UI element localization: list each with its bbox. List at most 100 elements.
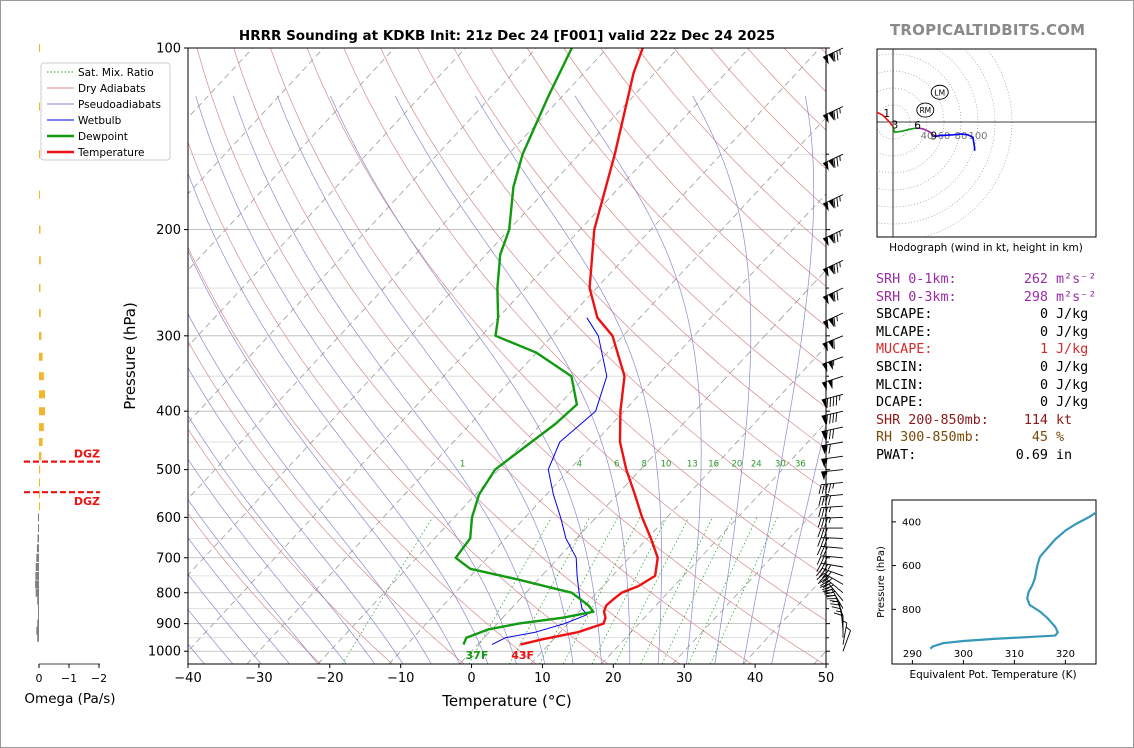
barb-half <box>839 196 841 202</box>
omega-bar <box>39 478 40 487</box>
barb-full <box>836 197 839 207</box>
omega-xlabel: Omega (Pa/s) <box>24 691 115 707</box>
barb-pennant <box>823 236 829 247</box>
dry-adiabat <box>563 48 826 327</box>
omega-bar <box>39 372 44 381</box>
barb-pennant <box>823 201 829 212</box>
barb-pennant <box>823 113 829 124</box>
dry-adiabat <box>233 48 752 664</box>
omega-bar <box>39 331 42 340</box>
mixing-ratio-line <box>468 517 552 664</box>
param-label: RH 300-850mb: <box>876 430 981 446</box>
isotherm-line <box>188 48 537 424</box>
barb-full <box>818 484 822 495</box>
param-row: SRH 0-3km: 298 m²s⁻² <box>876 289 1116 307</box>
omega-bar <box>37 633 39 642</box>
pseudoadiabat <box>574 95 702 664</box>
x-tick-label: −20 <box>316 671 343 686</box>
omega-bar <box>38 513 39 522</box>
omega-bar <box>39 190 40 199</box>
omega-bar <box>39 352 43 361</box>
dry-adiabat <box>188 428 393 664</box>
param-value: 0 <box>1039 359 1048 375</box>
hodograph-height-label: 1 <box>883 108 890 120</box>
omega-tick-label: 0 <box>36 672 43 685</box>
barb-full <box>816 573 825 581</box>
barb-pennant <box>828 234 835 244</box>
barb-full <box>816 568 823 577</box>
wind-barb <box>816 545 844 556</box>
barb-full <box>836 263 839 273</box>
param-row: MUCAPE: 1 J/kg <box>876 341 1116 359</box>
mixing-ratio-line <box>688 517 758 664</box>
wind-barb <box>816 567 844 580</box>
x-tick-label: 20 <box>605 671 622 686</box>
hodograph-segment <box>892 126 918 134</box>
dry-adiabat <box>490 48 826 408</box>
wind-barb <box>821 469 844 481</box>
param-row: DCAPE: 0 J/kg <box>876 394 1116 412</box>
barb-half <box>846 626 851 631</box>
param-row: MLCIN: 0 J/kg <box>876 377 1116 395</box>
pseudoadiabat <box>188 608 234 664</box>
barb-full <box>836 290 839 301</box>
barb-full <box>826 398 828 408</box>
wind-barb <box>817 578 844 594</box>
barb-full <box>833 264 836 275</box>
theta-e-y-tick-label: 600 <box>902 561 921 572</box>
barb-shaft <box>821 469 844 473</box>
barb-full <box>822 582 832 589</box>
pseudoadiabat <box>188 458 347 664</box>
omega-bar <box>39 502 40 511</box>
param-row: SBCIN: 0 J/kg <box>876 359 1116 377</box>
theta-e-x-tick-label: 310 <box>1005 649 1024 660</box>
barb-pennant <box>828 292 835 303</box>
x-tick-label: 10 <box>534 671 551 686</box>
omega-bar <box>37 619 39 628</box>
dry-adiabat <box>453 48 826 450</box>
param-value: 0 <box>1039 307 1048 323</box>
barb-pennant <box>822 381 827 391</box>
pseudoadiabat <box>188 573 262 664</box>
barb-shaft <box>821 562 844 568</box>
skewt-title: HRRR Sounding at KDKB Init: 21z Dec 24 [… <box>239 28 775 44</box>
skewt-legend: Sat. Mix. Ratio Dry Adiabats Pseudoadiabat… <box>40 62 171 161</box>
barb-pennant <box>828 158 835 169</box>
omega-bar <box>39 284 41 292</box>
dewpoint-line <box>454 48 595 646</box>
y-tick-label: 600 <box>156 511 181 526</box>
y-tick-label: 1000 <box>148 645 181 660</box>
barb-shaft <box>822 356 844 365</box>
wind-barb <box>833 612 844 638</box>
barb-full <box>820 580 829 587</box>
storm-motion-label: LM <box>934 88 945 97</box>
omega-bar <box>39 309 41 317</box>
hodograph-ring-label: 40 <box>921 131 934 142</box>
barb-half <box>839 49 841 55</box>
barb-full <box>824 458 828 468</box>
x-tick-label: 0 <box>467 671 475 686</box>
barb-pennant <box>822 342 828 352</box>
y-tick-label: 300 <box>156 329 181 344</box>
legend-label: Temperature <box>77 147 145 159</box>
mixing-ratio-label: 13 <box>687 460 698 470</box>
barb-shaft <box>821 555 844 559</box>
mixing-ratio-label: 20 <box>732 460 743 470</box>
barb-full <box>822 576 830 584</box>
barb-full <box>822 589 833 592</box>
param-unit: J/kg <box>1056 342 1089 358</box>
dry-adiabat <box>196 48 681 664</box>
barb-shaft <box>821 481 844 486</box>
barb-half <box>836 610 842 613</box>
barb-full <box>825 595 836 597</box>
param-unit: J/kg <box>1056 307 1089 323</box>
barb-full <box>829 397 832 408</box>
barb-pennant <box>823 295 829 305</box>
barb-full <box>825 430 828 440</box>
barb-shaft <box>820 537 844 539</box>
barb-pennant <box>821 430 827 441</box>
mixing-ratio-label: 6 <box>614 460 619 470</box>
omega-bar <box>39 225 41 234</box>
